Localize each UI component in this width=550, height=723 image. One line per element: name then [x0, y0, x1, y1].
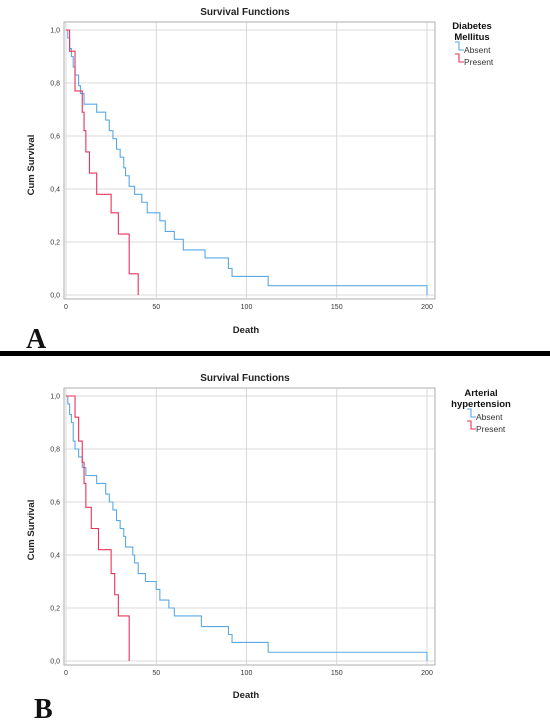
x-tick-label: 150	[331, 304, 343, 311]
grid-lines	[64, 22, 435, 299]
y-tick-label: 1,0	[50, 394, 60, 401]
legend-title-line-2: hypertension	[451, 399, 511, 410]
survival-curves	[66, 29, 428, 295]
y-axis-title: Cum Survival	[26, 135, 37, 196]
x-tick-label: 200	[421, 304, 433, 311]
x-tick-label: 150	[331, 670, 343, 677]
y-tick-label: 0,8	[50, 81, 60, 88]
y-tick-label: 0,6	[50, 500, 60, 507]
legend-label-absent: Absent	[476, 412, 503, 422]
x-tick-label: 200	[421, 670, 433, 677]
survival-curves	[66, 395, 428, 661]
legend-title-line-1: Diabetes	[452, 21, 492, 32]
legend-swatch-present	[455, 53, 464, 63]
axis-ticks: 0 50 100 150 200 0,0 0,2 0,4 0,6 0,8 1,0	[50, 394, 433, 678]
y-tick-label: 0,2	[50, 240, 60, 247]
plot-frame	[63, 387, 436, 666]
legend-label-present: Present	[464, 57, 494, 67]
survival-curve-present	[66, 29, 139, 295]
panel-letter-b: B	[34, 694, 53, 723]
panel-divider	[0, 351, 550, 356]
x-tick-label: 100	[241, 670, 253, 677]
grid-lines	[64, 388, 435, 665]
y-tick-label: 0,2	[50, 606, 60, 613]
legend-title-line-2: Mellitus	[454, 32, 489, 43]
survival-curve-absent	[66, 395, 428, 661]
chart-title: Survival Functions	[200, 373, 290, 384]
y-tick-label: 0,4	[50, 553, 60, 560]
x-tick-label: 50	[152, 670, 160, 677]
y-tick-label: 0,0	[50, 659, 60, 666]
x-tick-label: 100	[241, 304, 253, 311]
legend: Arterial hypertension Absent Present	[451, 388, 511, 434]
x-tick-label: 0	[64, 304, 68, 311]
x-tick-label: 0	[64, 670, 68, 677]
y-tick-label: 0,6	[50, 134, 60, 141]
legend-label-present: Present	[476, 424, 506, 434]
legend: Diabetes Mellitus Absent Present	[452, 21, 494, 67]
axis-ticks: 0 50 100 150 200 0,0 0,2 0,4 0,6 0,8 1,0	[50, 28, 433, 312]
y-tick-label: 1,0	[50, 28, 60, 35]
plot-frame	[63, 21, 436, 300]
legend-swatch-present	[467, 420, 476, 430]
survival-curve-present	[66, 395, 130, 661]
x-axis-title: Death	[233, 325, 260, 336]
chart-title: Survival Functions	[200, 7, 290, 18]
y-axis-title: Cum Survival	[26, 500, 37, 561]
panel-a: Survival Functions 0 50 100 150 200 0,0 0,2 0,4…	[26, 7, 494, 355]
x-axis-title: Death	[233, 690, 260, 701]
legend-swatch-absent	[455, 41, 464, 51]
y-tick-label: 0,0	[50, 293, 60, 300]
x-tick-label: 50	[152, 304, 160, 311]
legend-swatch-absent	[467, 408, 476, 418]
panel-b: Survival Functions 0 50 100 150 200 0,0 0,2 0,4…	[26, 373, 511, 723]
y-tick-label: 0,4	[50, 187, 60, 194]
legend-label-absent: Absent	[464, 45, 491, 55]
y-tick-label: 0,8	[50, 447, 60, 454]
panel-letter-a: A	[26, 324, 47, 355]
legend-title-line-1: Arterial	[464, 388, 497, 399]
